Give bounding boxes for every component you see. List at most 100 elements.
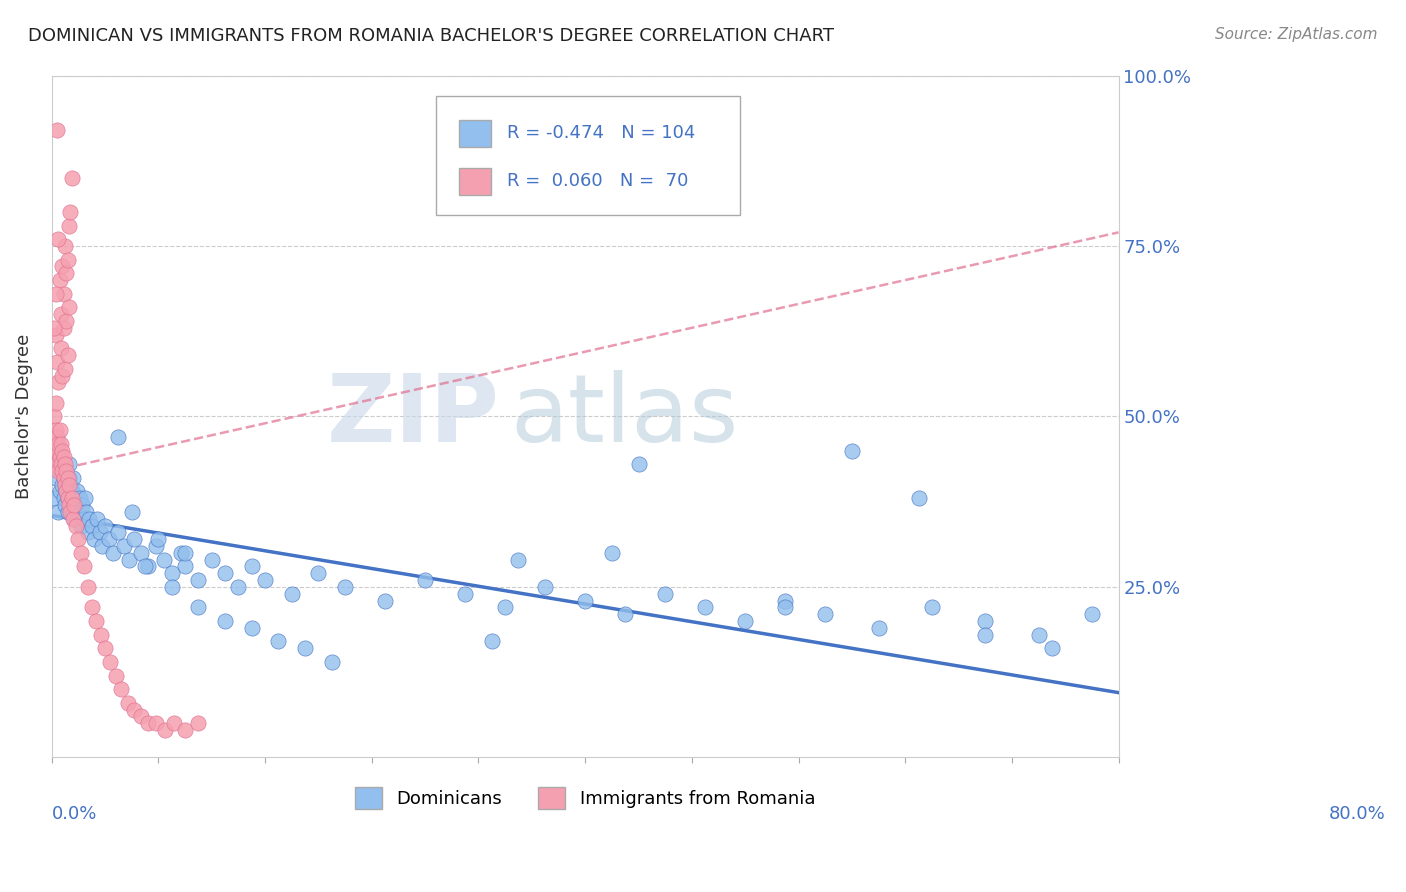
Point: [187, 716, 209, 731]
Point: [76, 580, 98, 594]
Point: [80, 600, 103, 615]
Point: [494, 600, 516, 615]
Point: [614, 607, 637, 622]
Point: [49, 341, 72, 355]
Point: [48, 232, 70, 246]
Point: [56, 505, 79, 519]
Point: [58, 301, 80, 315]
Point: [70, 518, 93, 533]
Point: [254, 573, 277, 587]
Point: [53, 457, 76, 471]
Point: [481, 634, 503, 648]
Point: [58, 477, 80, 491]
Point: [174, 723, 197, 738]
Point: [134, 559, 156, 574]
Point: [62, 512, 84, 526]
FancyBboxPatch shape: [460, 120, 491, 147]
Point: [294, 641, 316, 656]
Point: [101, 546, 124, 560]
Point: [48, 450, 70, 465]
Point: [51, 457, 73, 471]
Point: [58, 498, 80, 512]
Point: [52, 491, 75, 506]
Point: [59, 205, 82, 219]
Point: [46, 443, 69, 458]
Point: [136, 559, 159, 574]
Point: [129, 546, 152, 560]
Point: [454, 587, 477, 601]
Point: [907, 491, 929, 506]
Point: [240, 621, 263, 635]
Point: [1081, 607, 1104, 622]
Point: [267, 634, 290, 648]
Point: [48, 464, 70, 478]
Point: [55, 484, 77, 499]
Point: [98, 532, 121, 546]
Point: [49, 307, 72, 321]
Point: [56, 348, 79, 362]
Point: [59, 505, 82, 519]
Point: [51, 260, 73, 274]
Point: [534, 580, 557, 594]
Point: [145, 539, 167, 553]
Point: [48, 376, 70, 390]
Point: [60, 505, 83, 519]
Point: [63, 512, 86, 526]
Point: [240, 559, 263, 574]
Point: [228, 580, 250, 594]
Point: [214, 566, 236, 581]
Point: [508, 552, 530, 566]
Point: [107, 525, 129, 540]
Point: [53, 239, 76, 253]
Y-axis label: Bachelor's Degree: Bachelor's Degree: [15, 334, 32, 500]
Point: [814, 607, 837, 622]
Point: [60, 491, 83, 506]
Point: [974, 614, 997, 628]
Point: [55, 464, 77, 478]
FancyBboxPatch shape: [460, 168, 491, 194]
Point: [187, 573, 209, 587]
Point: [55, 266, 77, 280]
Point: [174, 546, 197, 560]
Point: [921, 600, 943, 615]
Point: [58, 471, 80, 485]
Point: [77, 512, 100, 526]
Point: [214, 614, 236, 628]
Point: [49, 450, 72, 465]
Point: [76, 525, 98, 540]
Point: [44, 443, 66, 458]
Point: [773, 600, 796, 615]
Point: [60, 170, 83, 185]
Point: [52, 450, 75, 465]
Point: [129, 709, 152, 723]
Point: [46, 430, 69, 444]
Point: [45, 286, 67, 301]
Point: [48, 423, 70, 437]
Text: 0.0%: 0.0%: [52, 805, 97, 823]
Point: [1040, 641, 1063, 656]
Point: [201, 552, 224, 566]
Point: [67, 532, 90, 546]
Point: [55, 484, 77, 499]
Point: [112, 539, 135, 553]
Point: [45, 423, 67, 437]
Point: [90, 628, 112, 642]
Point: [65, 498, 87, 512]
Point: [67, 505, 90, 519]
Point: [174, 559, 197, 574]
Point: [121, 505, 143, 519]
Point: [53, 498, 76, 512]
Point: [187, 600, 209, 615]
Point: [124, 532, 146, 546]
Point: [145, 716, 167, 731]
Point: [841, 443, 863, 458]
Text: ZIP: ZIP: [328, 370, 499, 462]
Point: [73, 559, 96, 574]
Point: [51, 368, 73, 383]
Point: [65, 518, 87, 533]
Point: [53, 477, 76, 491]
Point: [107, 430, 129, 444]
Point: [56, 471, 79, 485]
Point: [308, 566, 330, 581]
Point: [695, 600, 717, 615]
